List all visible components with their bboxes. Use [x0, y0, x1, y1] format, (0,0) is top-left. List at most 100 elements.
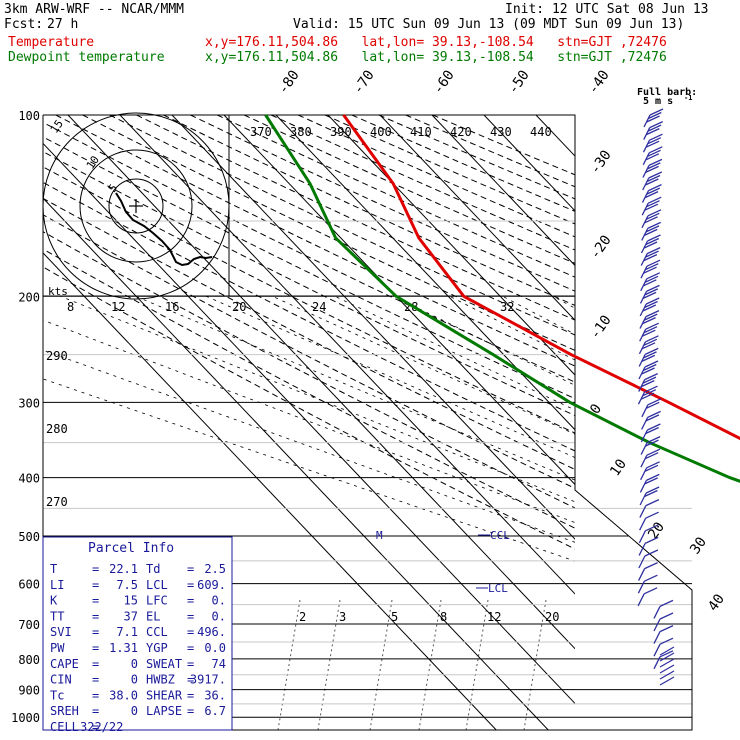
hodograph-ring-middle	[79, 149, 193, 263]
wind-barb-flag	[646, 115, 660, 123]
wind-barb-flag	[645, 263, 659, 271]
mixing-ratio-line	[317, 599, 341, 730]
wind-barb-flag	[646, 448, 661, 456]
wind-barb-flag	[644, 191, 659, 199]
wind-barb-flag	[643, 587, 658, 595]
dry-adiabat	[43, 121, 575, 383]
wind-barb-flag	[649, 133, 663, 141]
wind-barb-flag	[645, 414, 660, 422]
dewpoint-trace	[264, 114, 740, 483]
hodograph-ring-outer	[42, 112, 230, 300]
temperature-tick-label: -10	[587, 312, 615, 342]
theta-side-label: 290	[46, 349, 68, 363]
wind-barb-staff	[638, 354, 646, 367]
wind-barb-flag	[644, 489, 658, 498]
parcel-row-label: Tc	[50, 688, 64, 702]
wind-barb-flag	[642, 389, 657, 397]
mixing-ratio-line	[277, 599, 301, 730]
parcel-row-separator: =	[92, 578, 99, 592]
wind-barb-flag	[648, 171, 663, 179]
wind-barb-staff	[641, 417, 649, 430]
wind-barb-flag	[643, 241, 658, 249]
isotherm	[275, 115, 575, 431]
moist-adiabat	[449, 295, 575, 361]
parcel-row-separator: =	[92, 657, 99, 671]
wind-barb-flag	[642, 304, 657, 312]
parcel-row-value: 38.0	[109, 688, 138, 702]
hodograph-ring-label: 5	[106, 182, 120, 195]
pressure-tick-label: 200	[18, 290, 40, 304]
dry-adiabat	[270, 115, 575, 251]
wind-barb-staff	[640, 442, 648, 455]
isotherm	[43, 197, 549, 730]
wind-barb-flag	[659, 650, 674, 658]
wind-barb-flag	[648, 146, 663, 154]
parcel-row-label: SREH	[50, 704, 79, 718]
wind-barb-flag	[645, 165, 659, 173]
parcel-row-value: 3917.	[190, 673, 226, 687]
hodograph-speed-label: 16	[165, 300, 179, 314]
wind-barb-flag	[643, 266, 657, 274]
wind-barb-flag	[645, 250, 659, 258]
theta-label: 400	[370, 125, 392, 139]
pressure-tick-label: 500	[18, 530, 40, 544]
isotherm	[171, 115, 575, 540]
hodograph-speed-label: 24	[312, 300, 326, 314]
wind-barb-flag	[644, 373, 658, 381]
dry-adiabat	[43, 181, 575, 452]
parcel-row-separator: =	[92, 720, 99, 734]
wind-barb-flag	[647, 398, 662, 406]
wind-barb-flag	[645, 178, 659, 186]
wind-barb-flag	[642, 376, 657, 384]
wind-barb-flag	[659, 676, 675, 686]
dewpoint-legend: Dewpoint temperature	[8, 50, 165, 65]
wind-barb-flag	[646, 436, 661, 444]
pressure-tick-label: 800	[18, 653, 40, 667]
wind-barb-flag	[646, 200, 660, 208]
moist-adiabats	[43, 295, 740, 730]
parcel-row-label: CELL	[50, 720, 79, 734]
wind-barb-flag	[659, 612, 674, 620]
wind-barb-staff	[642, 165, 650, 178]
parcel-row-separator: =	[92, 641, 99, 655]
wind-barb-flag	[644, 288, 659, 296]
theta-label: 440	[530, 125, 552, 139]
parcel-row-label: LAPSE	[146, 704, 182, 718]
wind-barb-staff	[639, 291, 648, 304]
wind-barb-flag	[648, 158, 663, 166]
wind-barb-flag	[648, 184, 662, 192]
wind-barb-flag	[645, 439, 659, 447]
moist-adiabat	[43, 378, 575, 562]
wind-barb-flag	[647, 410, 661, 418]
wind-barb-flag	[647, 221, 662, 229]
parcel-row-label: CIN	[50, 673, 72, 687]
wind-barb-staff	[641, 190, 650, 203]
wind-barb-flag	[643, 313, 658, 321]
pressure-tick-label: 100	[18, 109, 40, 123]
moist-adiabat	[601, 296, 740, 730]
parcel-row-value: 7.1	[116, 625, 138, 639]
mixing-ratio-label: 20	[545, 610, 559, 624]
isotherms	[43, 115, 575, 730]
wind-barb-flag	[646, 272, 660, 280]
parcel-row-value: 496.	[197, 625, 226, 639]
dry-adiabat	[405, 115, 575, 188]
wind-barb-flag	[645, 499, 660, 507]
marker-m: M	[376, 529, 383, 542]
wind-barb-flag	[646, 187, 661, 195]
parcel-row-label: CCL	[146, 625, 168, 639]
wind-barb-flag	[647, 124, 662, 132]
wind-barb-staff	[642, 139, 651, 153]
temperature-tick-label: -70	[350, 67, 378, 97]
isotherm	[431, 115, 575, 267]
wind-barb-staff	[639, 480, 647, 493]
parcel-row-separator: =	[92, 562, 99, 576]
parcel-row-value: 0.0	[204, 641, 226, 655]
wind-barb-flag	[643, 279, 657, 287]
parcel-row-value: 36.	[204, 688, 226, 702]
parcel-row-value: 0	[131, 657, 138, 671]
mixing-ratio-line	[418, 599, 442, 730]
wind-barb-staff	[637, 580, 645, 594]
barb-legend: Full barb:	[637, 87, 697, 98]
temperature-tick-label: -80	[275, 67, 303, 97]
